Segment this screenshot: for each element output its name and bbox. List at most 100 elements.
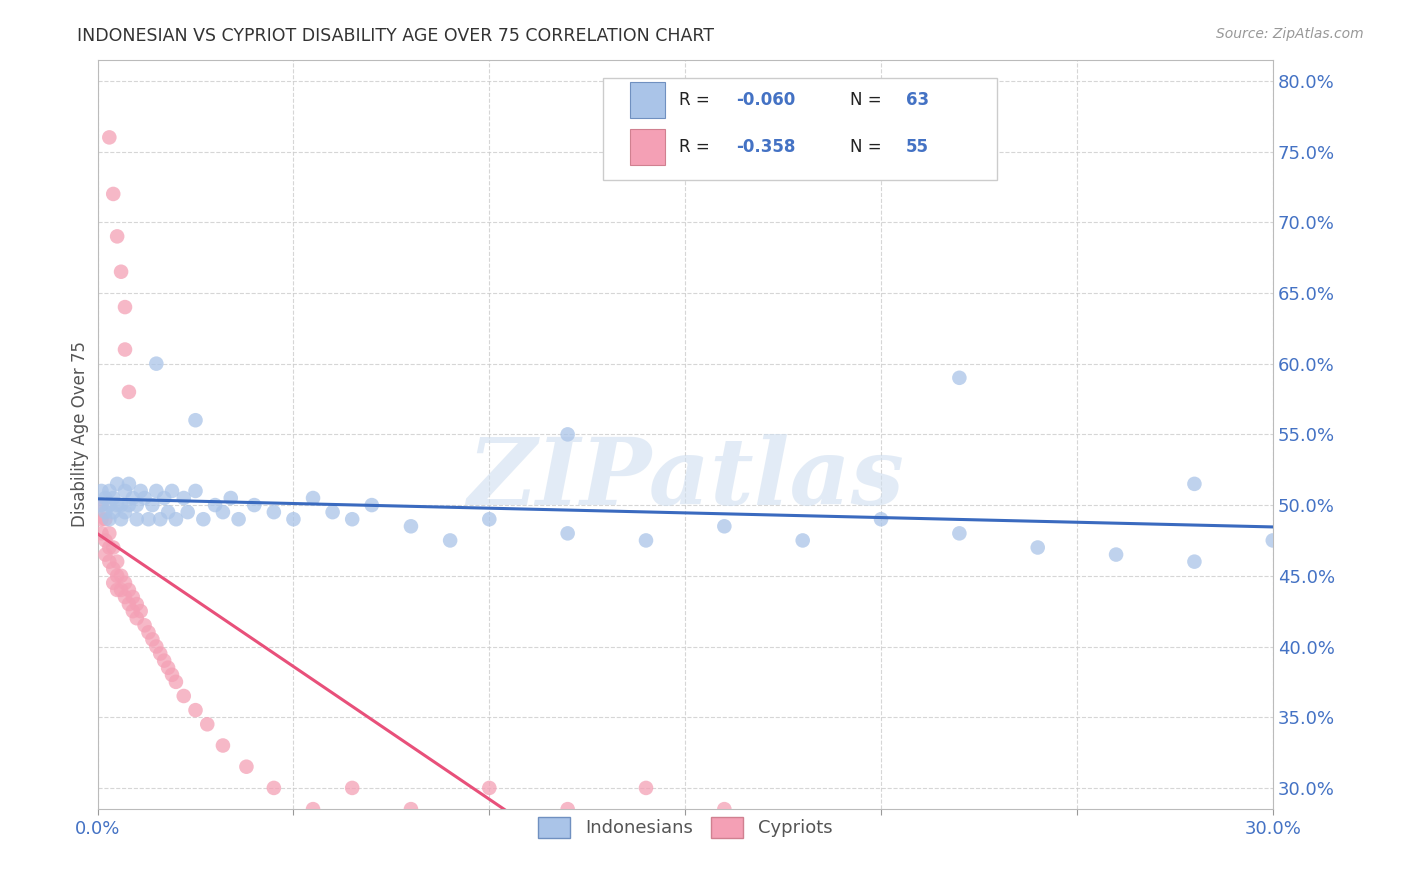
- Point: [118, 384, 141, 399]
- Point: [948, 526, 970, 541]
- Point: [110, 569, 132, 583]
- Point: [105, 498, 128, 512]
- Point: [149, 512, 172, 526]
- Point: [90, 526, 112, 541]
- Point: [145, 357, 167, 371]
- Point: [302, 802, 325, 816]
- Text: -0.060: -0.060: [735, 91, 794, 109]
- Text: N =: N =: [849, 91, 887, 109]
- Point: [105, 555, 128, 569]
- Point: [340, 512, 363, 526]
- Text: R =: R =: [679, 137, 716, 155]
- Point: [792, 533, 814, 548]
- Point: [153, 491, 176, 505]
- Point: [114, 575, 136, 590]
- Point: [1261, 533, 1284, 548]
- Point: [114, 300, 136, 314]
- Point: [98, 541, 121, 555]
- Text: R =: R =: [679, 91, 716, 109]
- Point: [1184, 476, 1206, 491]
- Point: [98, 512, 121, 526]
- Point: [103, 562, 125, 576]
- Point: [1105, 548, 1128, 562]
- Point: [114, 590, 136, 604]
- Text: -0.358: -0.358: [735, 137, 794, 155]
- Point: [121, 604, 143, 618]
- Point: [134, 618, 156, 632]
- Point: [90, 483, 112, 498]
- Point: [105, 476, 128, 491]
- Text: INDONESIAN VS CYPRIOT DISABILITY AGE OVER 75 CORRELATION CHART: INDONESIAN VS CYPRIOT DISABILITY AGE OVE…: [77, 27, 714, 45]
- Point: [138, 625, 160, 640]
- Point: [340, 780, 363, 795]
- Point: [105, 582, 128, 597]
- Point: [94, 533, 117, 548]
- Point: [94, 548, 117, 562]
- Point: [118, 582, 141, 597]
- Point: [110, 582, 132, 597]
- Point: [103, 575, 125, 590]
- Bar: [630, 128, 665, 164]
- Point: [125, 498, 148, 512]
- Point: [193, 512, 215, 526]
- Point: [165, 512, 187, 526]
- Bar: [630, 82, 665, 118]
- Text: 63: 63: [905, 91, 929, 109]
- Point: [141, 632, 163, 647]
- Point: [94, 505, 117, 519]
- Point: [121, 491, 143, 505]
- Point: [399, 519, 422, 533]
- Text: Source: ZipAtlas.com: Source: ZipAtlas.com: [1216, 27, 1364, 41]
- Point: [263, 505, 285, 519]
- Point: [125, 512, 148, 526]
- Point: [243, 498, 266, 512]
- Point: [98, 130, 121, 145]
- Point: [302, 491, 325, 505]
- Text: ZIPatlas: ZIPatlas: [467, 434, 904, 524]
- Point: [557, 802, 579, 816]
- Point: [478, 512, 501, 526]
- Point: [90, 512, 112, 526]
- Point: [713, 519, 735, 533]
- Point: [160, 667, 183, 681]
- Point: [145, 640, 167, 654]
- Text: 55: 55: [905, 137, 929, 155]
- Point: [557, 427, 579, 442]
- Point: [105, 229, 128, 244]
- Point: [103, 505, 125, 519]
- Point: [1026, 541, 1049, 555]
- Point: [94, 512, 117, 526]
- Point: [173, 689, 195, 703]
- Point: [90, 498, 112, 512]
- Point: [228, 512, 250, 526]
- Point: [118, 498, 141, 512]
- Point: [110, 265, 132, 279]
- Point: [134, 491, 156, 505]
- Point: [153, 654, 176, 668]
- Point: [165, 674, 187, 689]
- Point: [98, 555, 121, 569]
- Point: [713, 802, 735, 816]
- Point: [98, 498, 121, 512]
- Point: [184, 703, 207, 717]
- Point: [160, 483, 183, 498]
- Point: [212, 739, 235, 753]
- Point: [439, 533, 461, 548]
- Point: [103, 491, 125, 505]
- Point: [90, 498, 112, 512]
- Point: [114, 483, 136, 498]
- Y-axis label: Disability Age Over 75: Disability Age Over 75: [72, 342, 89, 527]
- Point: [121, 590, 143, 604]
- Point: [399, 802, 422, 816]
- Point: [138, 512, 160, 526]
- Point: [94, 491, 117, 505]
- Point: [129, 483, 152, 498]
- FancyBboxPatch shape: [603, 78, 997, 179]
- Point: [184, 483, 207, 498]
- Point: [184, 413, 207, 427]
- Point: [360, 498, 382, 512]
- Point: [948, 371, 970, 385]
- Point: [118, 597, 141, 611]
- Point: [283, 512, 305, 526]
- Point: [149, 647, 172, 661]
